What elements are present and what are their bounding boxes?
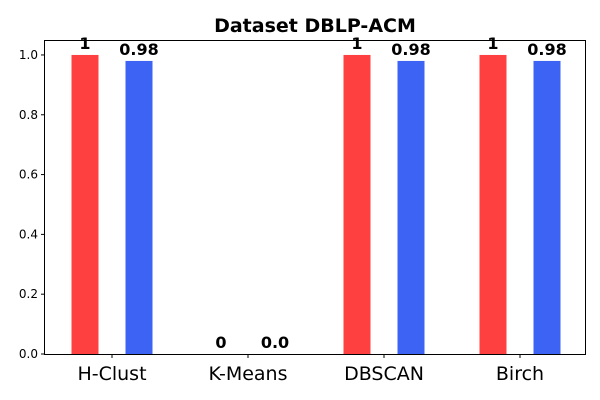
- data-label: 0.98: [527, 40, 566, 59]
- bar-dbscan-s2: [397, 60, 425, 354]
- bar-h-clust-s1: [71, 54, 99, 354]
- data-label: 0.98: [391, 40, 430, 59]
- data-label: 1: [487, 34, 498, 53]
- data-label: 1: [79, 34, 90, 53]
- bar-birch-s1: [479, 54, 507, 354]
- y-tick-label: 0.4: [19, 227, 38, 241]
- y-tick-label: 0.6: [19, 168, 38, 182]
- y-tick-label: 1.0: [19, 48, 38, 62]
- y-tick-label: 0.2: [19, 287, 38, 301]
- data-label: 0.0: [261, 333, 289, 352]
- bar-birch-s2: [533, 60, 561, 354]
- x-tick-label: DBSCAN: [344, 363, 424, 385]
- y-tick-label: 0.8: [19, 108, 38, 122]
- x-tick-label: K-Means: [209, 363, 288, 385]
- data-label: 0.98: [119, 40, 158, 59]
- chart-title: Dataset DBLP-ACM: [214, 15, 416, 37]
- chart-marks: 1 0.98 0 0.0 1 0.98 1 0.98: [71, 34, 567, 354]
- y-axis: 0.0 0.2 0.4 0.6 0.8 1.0: [19, 48, 45, 361]
- plot-frame: [44, 40, 586, 355]
- y-tick-label: 0.0: [19, 347, 38, 361]
- bar-h-clust-s2: [125, 60, 153, 354]
- x-axis: H-Clust K-Means DBSCAN Birch: [77, 354, 544, 385]
- data-label: 0: [215, 333, 226, 352]
- x-tick-label: Birch: [496, 363, 544, 385]
- x-tick-label: H-Clust: [77, 363, 146, 385]
- bar-dbscan-s1: [343, 54, 371, 354]
- data-label: 1: [351, 34, 362, 53]
